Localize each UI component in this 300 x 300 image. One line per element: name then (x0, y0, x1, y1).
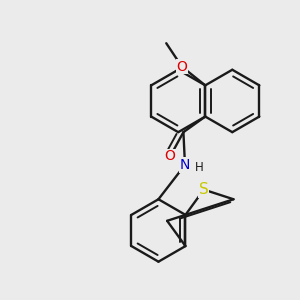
Text: S: S (199, 182, 209, 197)
Text: O: O (164, 149, 175, 163)
Text: N: N (180, 158, 190, 172)
Text: H: H (195, 161, 203, 174)
Text: O: O (176, 60, 187, 74)
